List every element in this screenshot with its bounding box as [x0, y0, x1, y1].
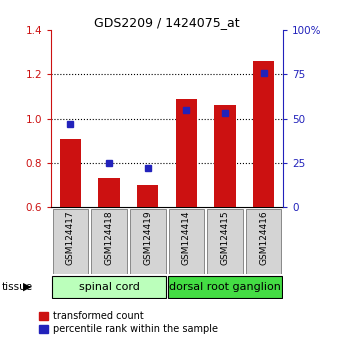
- Text: GSM124416: GSM124416: [259, 211, 268, 266]
- Bar: [52, 276, 166, 298]
- Text: GSM124414: GSM124414: [182, 211, 191, 266]
- Bar: [130, 209, 165, 274]
- Text: spinal cord: spinal cord: [79, 282, 139, 292]
- Bar: [53, 209, 88, 274]
- Bar: [246, 209, 281, 274]
- Bar: [168, 276, 282, 298]
- Text: ▶: ▶: [23, 282, 32, 292]
- Text: GSM124419: GSM124419: [143, 211, 152, 266]
- Bar: [253, 61, 274, 207]
- Title: GDS2209 / 1424075_at: GDS2209 / 1424075_at: [94, 16, 240, 29]
- Bar: [99, 178, 120, 207]
- Legend: transformed count, percentile rank within the sample: transformed count, percentile rank withi…: [39, 311, 218, 335]
- Bar: [91, 209, 127, 274]
- Text: tissue: tissue: [2, 282, 33, 292]
- Bar: [60, 138, 81, 207]
- Bar: [207, 209, 243, 274]
- Bar: [137, 185, 158, 207]
- Text: GSM124418: GSM124418: [105, 211, 114, 266]
- Bar: [169, 209, 204, 274]
- Text: dorsal root ganglion: dorsal root ganglion: [169, 282, 281, 292]
- Bar: [176, 99, 197, 207]
- Text: GSM124417: GSM124417: [66, 211, 75, 266]
- Bar: [214, 105, 236, 207]
- Text: GSM124415: GSM124415: [221, 211, 229, 266]
